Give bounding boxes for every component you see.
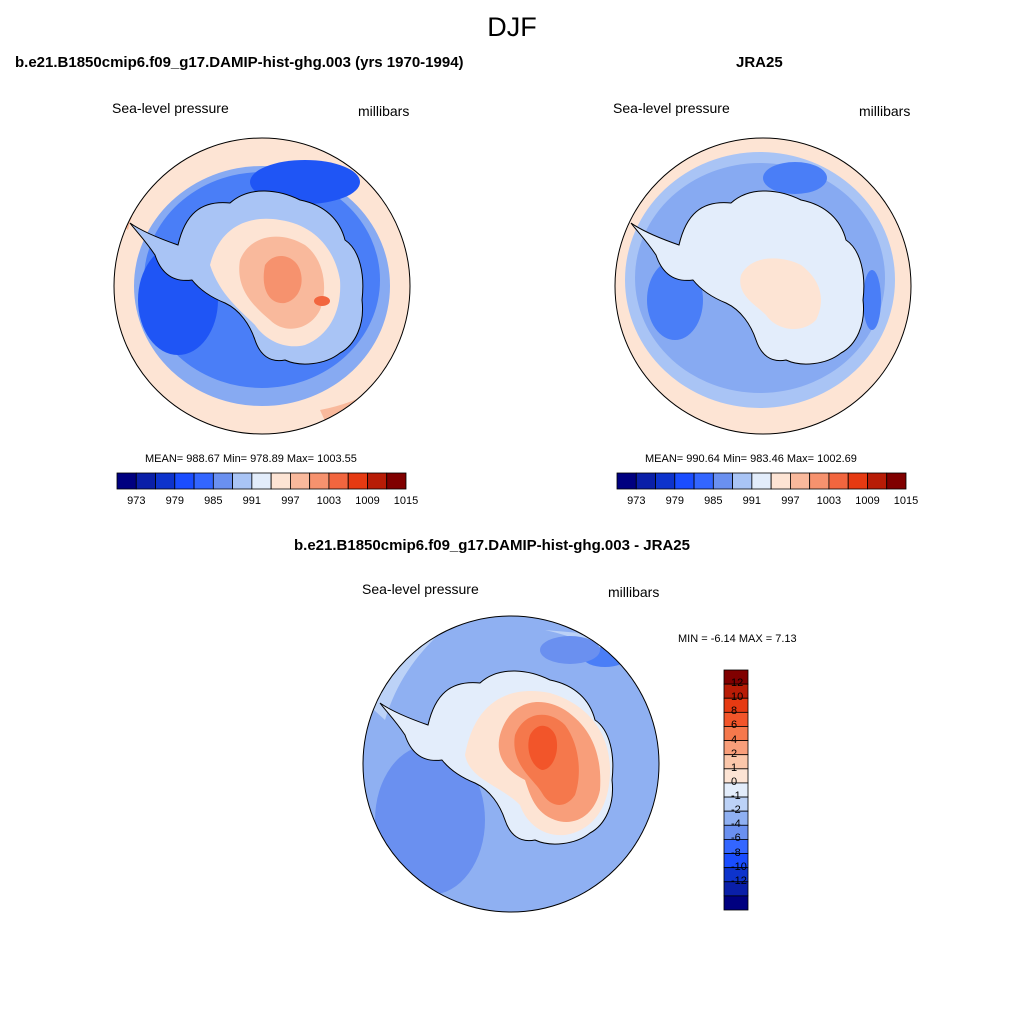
colorbar-swatch <box>116 472 137 490</box>
model-stats: MEAN= 988.67 Min= 978.89 Max= 1003.55 <box>145 453 357 465</box>
colorbar-swatch <box>367 472 388 490</box>
diff-colorbar <box>723 669 749 911</box>
colorbar-swatch <box>723 895 749 911</box>
colorbar-tick-label: -6 <box>731 832 741 845</box>
colorbar-swatch <box>674 472 695 490</box>
colorbar-tick-label: 973 <box>127 495 146 507</box>
colorbar-swatch <box>867 472 888 490</box>
obs-colorbar <box>616 472 907 490</box>
colorbar-swatch <box>328 472 349 490</box>
diff-stats: MIN = -6.14 MAX = 7.13 <box>678 633 797 645</box>
obs-panel-title: JRA25 <box>736 54 783 71</box>
colorbar-swatch <box>770 472 791 490</box>
colorbar-tick-label: 10 <box>731 691 744 704</box>
colorbar-swatch <box>174 472 195 490</box>
colorbar-tick-label: 1 <box>731 761 738 774</box>
colorbar-tick-label: 1015 <box>893 495 919 507</box>
colorbar-swatch <box>655 472 676 490</box>
colorbar-tick-label: 12 <box>731 677 744 690</box>
colorbar-tick-label: 8 <box>731 705 738 718</box>
diff-units-label: millibars <box>608 584 660 600</box>
colorbar-swatch <box>828 472 849 490</box>
colorbar-tick-label: -4 <box>731 818 741 831</box>
model-colorbar <box>116 472 407 490</box>
obs-units-label: millibars <box>859 103 911 119</box>
colorbar-swatch <box>251 472 272 490</box>
obs-map <box>615 138 911 434</box>
colorbar-swatch <box>809 472 830 490</box>
colorbar-tick-label: 1003 <box>816 495 842 507</box>
colorbar-tick-label: 991 <box>742 495 762 507</box>
colorbar-swatch <box>886 472 907 490</box>
model-variable-label: Sea-level pressure <box>112 100 229 116</box>
colorbar-swatch <box>616 472 637 490</box>
obs-variable-label: Sea-level pressure <box>613 100 730 116</box>
diff-map <box>363 616 659 912</box>
colorbar-swatch <box>790 472 811 490</box>
colorbar-swatch <box>732 472 753 490</box>
colorbar-tick-label: 4 <box>731 733 738 746</box>
colorbar-tick-label: -8 <box>731 846 741 859</box>
colorbar-tick-label: 6 <box>731 719 738 732</box>
diff-variable-label: Sea-level pressure <box>362 581 479 597</box>
colorbar-swatch <box>193 472 214 490</box>
colorbar-tick-label: 997 <box>781 495 800 507</box>
colorbar-swatch <box>135 472 156 490</box>
colorbar-swatch <box>270 472 291 490</box>
colorbar-tick-label: 1003 <box>316 495 342 507</box>
colorbar-swatch <box>693 472 714 490</box>
colorbar-tick-label: 991 <box>242 495 262 507</box>
colorbar-tick-label: 997 <box>281 495 300 507</box>
colorbar-swatch <box>232 472 253 490</box>
obs-stats: MEAN= 990.64 Min= 983.46 Max= 1002.69 <box>645 453 857 465</box>
colorbar-swatch <box>212 472 233 490</box>
colorbar-tick-label: 0 <box>731 775 738 788</box>
model-units-label: millibars <box>358 103 410 119</box>
colorbar-tick-label: -1 <box>731 790 741 803</box>
colorbar-tick-label: 1009 <box>855 495 880 507</box>
colorbar-tick-label: 979 <box>165 495 184 507</box>
colorbar-tick-label: 973 <box>627 495 646 507</box>
colorbar-swatch <box>309 472 330 490</box>
model-panel-title: b.e21.B1850cmip6.f09_g17.DAMIP-hist-ghg.… <box>15 54 464 71</box>
colorbar-swatch <box>289 472 311 490</box>
colorbar-tick-label: -10 <box>731 860 747 873</box>
figure-title: DJF <box>487 12 537 42</box>
colorbar-swatch <box>712 472 733 490</box>
colorbar-tick-label: 979 <box>665 495 684 507</box>
colorbar-tick-label: -12 <box>731 874 747 887</box>
colorbar-swatch <box>635 472 656 490</box>
colorbar-tick-label: 1015 <box>393 495 419 507</box>
colorbar-tick-label: 985 <box>204 495 223 507</box>
colorbar-swatch <box>155 472 176 490</box>
colorbar-swatch <box>847 472 868 490</box>
colorbar-tick-label: 2 <box>731 747 738 760</box>
diff-panel-title: b.e21.B1850cmip6.f09_g17.DAMIP-hist-ghg.… <box>294 537 690 554</box>
colorbar-swatch <box>386 472 407 490</box>
colorbar-tick-label: -2 <box>731 804 741 817</box>
colorbar-tick-label: 1009 <box>355 495 380 507</box>
colorbar-tick-label: 985 <box>704 495 723 507</box>
colorbar-swatch <box>751 472 772 490</box>
colorbar-swatch <box>347 472 368 490</box>
